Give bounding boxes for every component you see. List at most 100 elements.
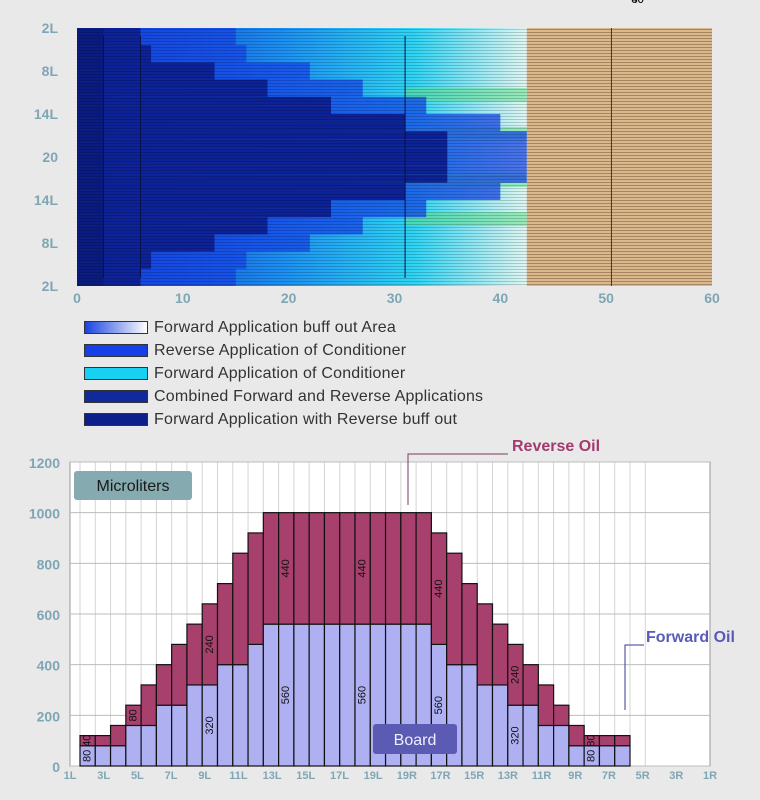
bar-data-label: 440 — [433, 579, 445, 597]
reverse-oil-bar — [201, 603, 219, 686]
reverse-oil-bar — [446, 552, 463, 666]
bar-y-tick: 800 — [37, 556, 61, 572]
reverse-oil-bar — [354, 512, 371, 625]
bar-x-tick: 9R — [568, 770, 582, 782]
bar-data-label: 80 — [82, 750, 94, 762]
reverse-oil-bar — [415, 512, 432, 625]
forward-oil-bar — [262, 623, 280, 767]
board-label-box — [373, 724, 457, 754]
forward-oil-bar — [583, 745, 601, 767]
legend-swatch-forward — [84, 367, 148, 380]
forward-oil-bar — [446, 664, 463, 767]
reverse-oil-label: Reverse Oil — [512, 438, 600, 455]
reverse-oil-bar — [537, 684, 555, 727]
bar-x-tick: 7L — [165, 770, 178, 782]
legend-item-forward: Forward Application of Conditioner — [84, 362, 483, 385]
legend-swatch-forward-reverse-buff — [84, 413, 148, 426]
reverse-oil-bar — [323, 512, 341, 625]
reverse-oil-bar — [598, 734, 616, 747]
reverse-oil-bar — [155, 664, 173, 706]
legend-item-reverse: Reverse Application of Conditioner — [84, 339, 483, 362]
forward-oil-bar — [568, 745, 585, 767]
reverse-oil-bar — [553, 704, 570, 727]
legend-item-buff-out: Forward Application buff out Area — [84, 316, 483, 339]
reverse-oil-bar — [247, 532, 264, 646]
forward-oil-bar — [339, 623, 356, 767]
forward-oil-bar — [400, 623, 417, 767]
forward-oil-bar — [354, 623, 371, 767]
bar-x-tick: 9L — [198, 770, 211, 782]
forward-oil-bar — [125, 724, 142, 767]
legend-label: Forward Application of Conditioner — [154, 364, 406, 382]
legend-label: Reverse Application of Conditioner — [154, 341, 407, 359]
forward-oil-bar — [109, 745, 127, 767]
bar-y-tick: 1200 — [29, 455, 60, 471]
bar-x-tick: 17R — [430, 770, 450, 782]
forward-oil-bar — [537, 724, 555, 767]
forward-oil-bar — [369, 623, 387, 767]
bar-data-label: 560 — [433, 696, 445, 714]
bar-x-tick: 5R — [636, 770, 650, 782]
forward-oil-bar — [293, 623, 310, 767]
bar-data-label: 320 — [204, 716, 216, 734]
bar-x-tick: 19L — [364, 770, 383, 782]
reverse-oil-bar — [614, 734, 631, 747]
reverse-oil-bar — [400, 512, 417, 625]
bar-data-label: 440 — [280, 559, 292, 577]
legend-swatch-reverse — [84, 344, 148, 357]
legend-item-forward-reverse-buff: Forward Application with Reverse buff ou… — [84, 408, 483, 431]
bar-x-tick: 15R — [464, 770, 484, 782]
forward-oil-bar — [232, 664, 249, 767]
board-label: Board — [394, 732, 437, 749]
bar-y-tick: 600 — [37, 607, 61, 623]
heatmap-x-tick: 30 — [387, 290, 403, 306]
bar-x-tick: 3L — [97, 770, 110, 782]
bar-x-tick: 3R — [669, 770, 683, 782]
bar-y-tick: 0 — [52, 759, 60, 775]
reverse-oil-bar — [109, 724, 127, 747]
heatmap-x-tick: 0 — [73, 290, 81, 306]
forward-oil-bar — [522, 704, 539, 767]
bar-data-label: 80 — [586, 750, 598, 762]
reverse-oil-bar — [79, 734, 96, 747]
bar-x-tick: 13R — [498, 770, 518, 782]
forward-oil-bar — [614, 745, 631, 767]
bar-data-label: 560 — [357, 686, 369, 704]
forward-oil-bar — [384, 623, 402, 767]
legend-swatch-buff-out — [84, 321, 148, 334]
reverse-oil-bar — [293, 512, 310, 625]
unit-label: Microliters — [97, 478, 170, 495]
bar-axes: 0 200 400 600 800 1000 1200 1L 3L 5L 7L 9L 11L 13L 15L… — [29, 455, 717, 782]
reverse-oil-bar — [476, 603, 494, 686]
forward-oil-leader — [624, 644, 644, 710]
reverse-oil-bar — [339, 512, 356, 625]
reverse-oil-bar — [384, 512, 402, 625]
bar-data-label: 560 — [280, 686, 292, 704]
forward-oil-bar — [491, 684, 509, 767]
forward-oil-label: Forward Oil — [646, 629, 735, 646]
reverse-oil-bar — [140, 684, 157, 727]
reverse-oil-bar — [507, 643, 524, 706]
heatmap-y-tick: 2L — [42, 20, 59, 36]
heatmap-plot-area — [77, 28, 712, 286]
reverse-oil-bar — [232, 552, 249, 666]
bar-data-label: 80 — [586, 735, 598, 747]
reverse-oil-leader — [407, 453, 508, 505]
forward-oil-bar — [461, 664, 478, 767]
forward-oil-bar — [247, 643, 264, 767]
bar-data-label: 80 — [127, 709, 139, 721]
heatmap-y-tick: 2L — [42, 278, 59, 294]
reverse-oil-bar — [522, 664, 539, 706]
forward-oil-bar — [216, 664, 234, 767]
forward-oil-bar — [308, 623, 326, 767]
heatmap-y-tick: 8L — [42, 235, 59, 251]
reverse-oil-bar — [430, 532, 448, 646]
bar-data-label: 320 — [509, 726, 521, 744]
heatmap-x-tick: 40 — [493, 290, 509, 306]
reverse-oil-bar — [94, 734, 112, 747]
reverse-oil-bar — [171, 643, 188, 706]
legend-item-combined: Combined Forward and Reverse Application… — [84, 385, 483, 408]
bar-plot-background — [69, 461, 711, 767]
bar-x-tick: 7R — [602, 770, 616, 782]
bar-x-tick: 1R — [703, 770, 717, 782]
